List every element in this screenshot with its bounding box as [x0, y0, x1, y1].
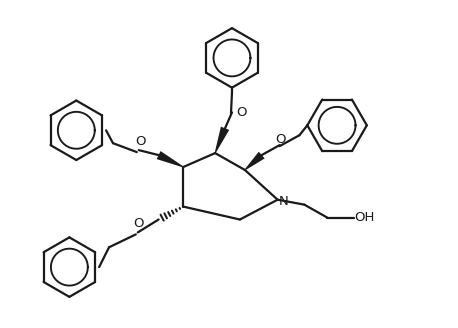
Text: O: O [134, 217, 144, 230]
Text: O: O [237, 106, 247, 119]
Polygon shape [245, 152, 265, 170]
Polygon shape [157, 151, 184, 167]
Polygon shape [215, 127, 229, 153]
Text: O: O [275, 133, 286, 146]
Text: N: N [278, 195, 289, 208]
Text: O: O [136, 135, 146, 148]
Text: OH: OH [354, 211, 375, 224]
